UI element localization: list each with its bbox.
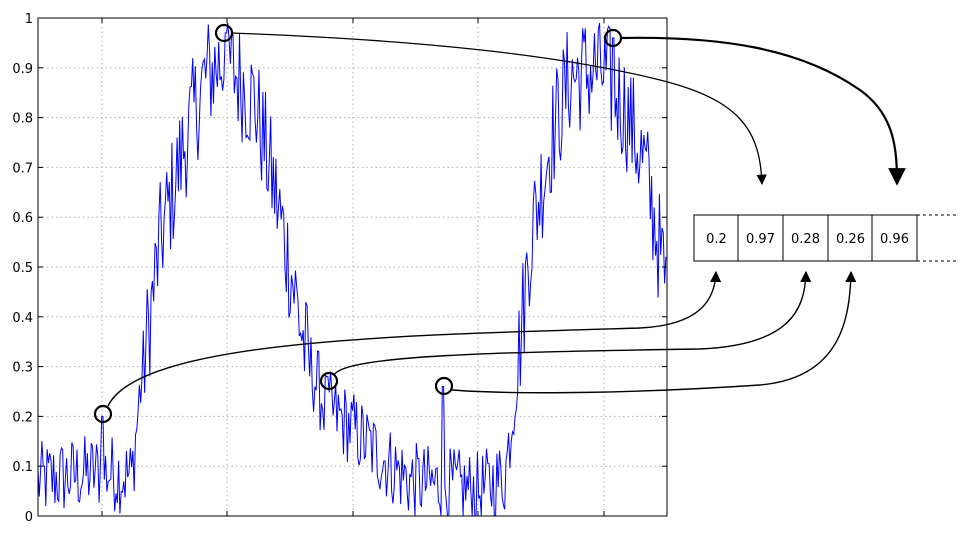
arrow-0.2 (107, 270, 722, 407)
buffer-cell-2 (782, 214, 829, 262)
buffer-cell-value-4: 0.96 (880, 232, 909, 247)
y-tick-label: 0.2 (12, 410, 33, 425)
arrow-0.28 (333, 270, 812, 376)
highlight-circle-1 (214, 23, 234, 43)
buffer-cell-value-1: 0.97 (746, 232, 775, 247)
y-tick-label: 0.6 (12, 211, 33, 226)
highlight-circle-2 (319, 371, 339, 391)
annotation-arrows (107, 32, 906, 407)
buffer-cell-value-3: 0.26 (836, 232, 865, 247)
buffer-cell-3 (827, 214, 874, 262)
y-axis-ticks: 0 0.1 0.2 0.3 0.4 0.5 0.6 0.7 0.8 0.9 1 (12, 12, 667, 525)
y-tick-label: 0.4 (12, 311, 33, 326)
y-tick-label: 1 (25, 12, 33, 27)
arrow-0.26 (451, 270, 857, 394)
buffer-cell-0 (693, 214, 740, 262)
x-axis-ticks (101, 18, 605, 516)
arrow-0.96 (619, 36, 906, 186)
grid (38, 18, 667, 516)
value-buffer: 0.2 0.97 0.28 0.26 0.96 (693, 214, 958, 262)
buffer-cell-4 (871, 214, 918, 262)
y-tick-label: 0.7 (12, 161, 33, 176)
buffer-cell-value-2: 0.28 (791, 232, 820, 247)
arrow-0.97 (231, 32, 767, 186)
signal-line (37, 22, 667, 517)
buffer-cell-1 (737, 214, 784, 262)
highlight-circle-3 (434, 376, 454, 396)
y-tick-label: 0 (25, 510, 33, 525)
buffer-cell-value-0: 0.2 (706, 232, 727, 247)
highlight-circle-0 (93, 404, 113, 424)
highlight-circle-4 (603, 28, 623, 48)
y-tick-label: 0.8 (12, 112, 33, 127)
y-tick-label: 0.1 (12, 460, 33, 475)
y-tick-label: 0.3 (12, 361, 33, 376)
signal-series (37, 22, 667, 517)
highlight-markers (93, 23, 623, 424)
y-tick-label: 0.9 (12, 62, 33, 77)
y-tick-label: 0.5 (12, 261, 33, 276)
